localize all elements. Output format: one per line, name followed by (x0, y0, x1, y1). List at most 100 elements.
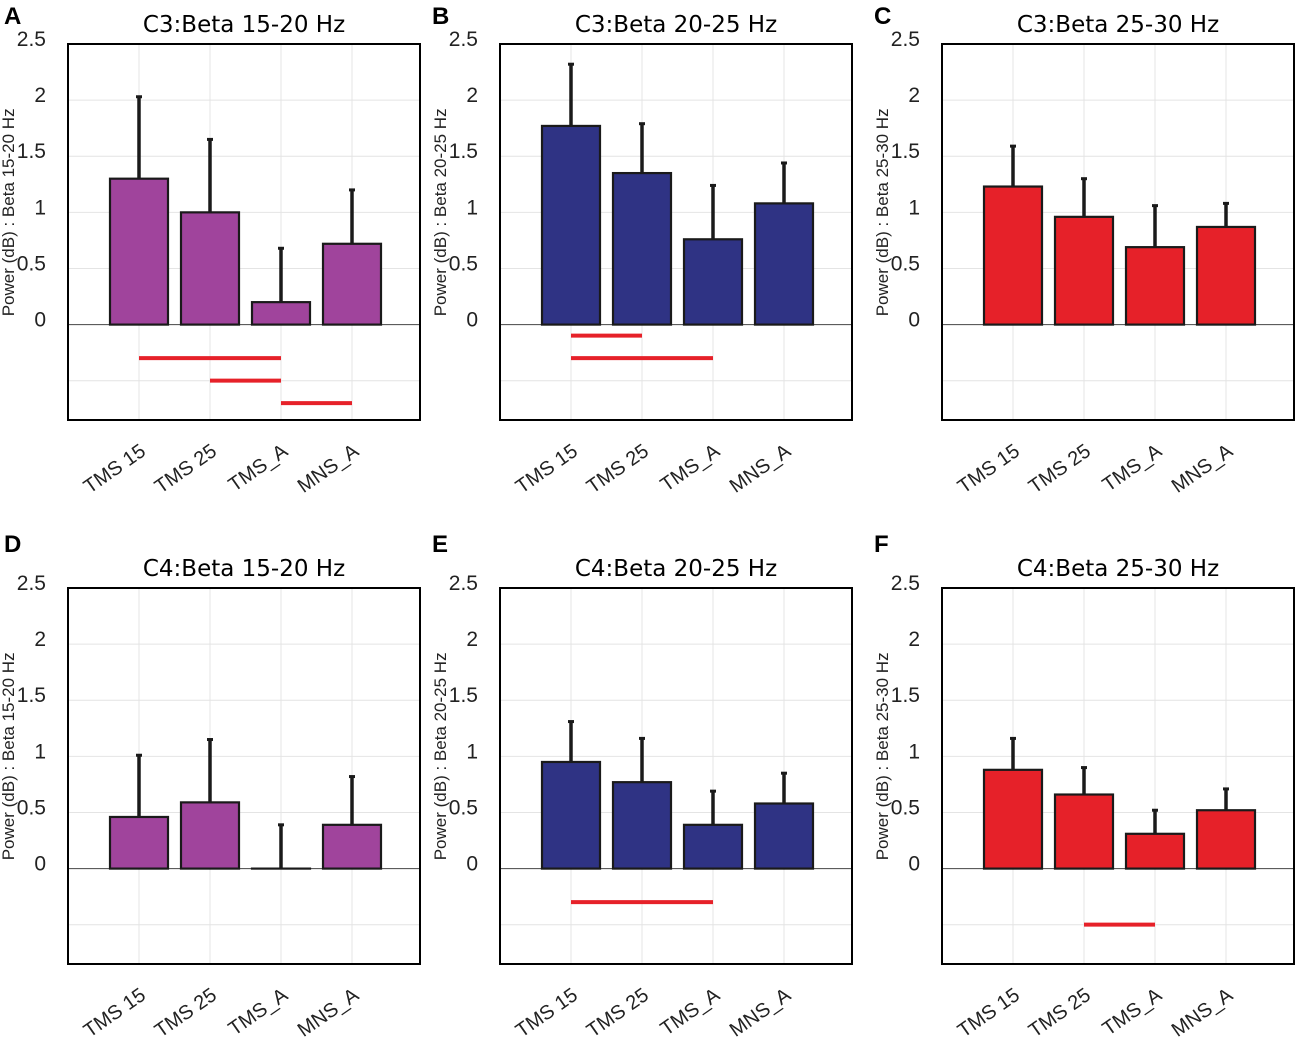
bar-tms-15 (982, 768, 1044, 870)
bar-tms-15 (540, 760, 602, 870)
chart-title: C4:Beta 25-30 Hz (1017, 556, 1219, 582)
bar-mns-a (753, 802, 815, 870)
panel-d: D C4:Beta 15-20 Hz 0 0.5 1 1.5 2 2.5 Power (dB) … (0, 531, 421, 1042)
x-tick-label: TMS_A (657, 984, 725, 1041)
x-tick-label: TMS 25 (151, 440, 221, 498)
y-tick-label: 2 (466, 84, 478, 107)
y-tick-label: 1.5 (891, 684, 920, 707)
panel-c: C C3:Beta 25-30 Hz 0 0.5 1 1.5 2 2.5 Power (dB) … (873, 3, 1295, 498)
panel-letter: D (4, 531, 21, 558)
axes-frame (67, 43, 421, 421)
y-axis-label: Power (dB) : Beta 20-25 Hz (431, 652, 450, 860)
y-tick-label: 0.5 (17, 252, 46, 275)
bar-tms-a (682, 823, 744, 870)
x-tick-label: TMS 25 (583, 440, 653, 498)
y-tick-label: 0.5 (449, 252, 478, 275)
y-tick-label: 1 (466, 740, 478, 763)
x-tick-label: MNS_A (1168, 440, 1238, 498)
y-tick-label: 2 (908, 84, 920, 107)
y-tick-label: 2.5 (449, 572, 478, 595)
y-tick-label: 1.5 (449, 140, 478, 163)
bar-tms-15 (108, 815, 170, 870)
bar-tms-25 (179, 801, 241, 870)
bar-tms-15 (108, 177, 170, 326)
y-tick-label: 1.5 (891, 140, 920, 163)
chart-title: C3:Beta 15-20 Hz (143, 12, 345, 38)
y-tick-label: 0 (34, 853, 46, 876)
panel-letter: C (874, 3, 891, 30)
y-tick-label: 2 (466, 628, 478, 651)
axes-frame (499, 43, 853, 421)
y-tick-label: 2.5 (17, 572, 46, 595)
y-tick-label: 1.5 (17, 684, 46, 707)
x-tick-label: TMS 15 (80, 984, 150, 1042)
bar-mns-a (1195, 809, 1257, 870)
x-tick-label: TMS_A (225, 984, 293, 1041)
chart-title: C3:Beta 25-30 Hz (1017, 12, 1219, 38)
bar-tms-25 (1053, 215, 1115, 326)
bar-tms-15 (982, 185, 1044, 326)
y-tick-label: 1.5 (449, 684, 478, 707)
bar-tms-25 (611, 781, 673, 870)
x-tick-label: MNS_A (294, 440, 364, 498)
y-tick-label: 0 (466, 309, 478, 332)
y-tick-label: 2.5 (891, 572, 920, 595)
y-tick-label: 0 (908, 853, 920, 876)
y-tick-label: 1 (34, 740, 46, 763)
x-tick-label: TMS 15 (80, 440, 150, 498)
y-tick-label: 2.5 (449, 28, 478, 51)
bar-tms-25 (611, 171, 673, 326)
y-tick-label: 2.5 (17, 28, 46, 51)
panel-letter: E (432, 531, 448, 558)
x-tick-label: TMS 15 (512, 440, 582, 498)
bar-tms-a (1124, 832, 1186, 870)
bar-tms-25 (1053, 793, 1115, 870)
y-tick-label: 0 (908, 309, 920, 332)
x-tick-label: TMS_A (657, 440, 725, 497)
x-tick-label: TMS 15 (954, 984, 1024, 1042)
y-axis-label: Power (dB) : Beta 15-20 Hz (0, 108, 18, 316)
y-axis-label: Power (dB) : Beta 25-30 Hz (873, 108, 892, 316)
x-tick-label: MNS_A (726, 984, 796, 1042)
x-tick-label: TMS_A (1099, 440, 1167, 497)
x-tick-label: TMS 25 (583, 984, 653, 1042)
x-tick-label: TMS 25 (1025, 440, 1095, 498)
bar-mns-a (321, 823, 383, 870)
y-tick-label: 1 (466, 196, 478, 219)
bar-mns-a (753, 202, 815, 326)
panel-a: A C3:Beta 15-20 Hz 0 0.5 1 1.5 2 2.5 Power (dB) … (0, 3, 421, 498)
bar-mns-a (1195, 225, 1257, 326)
bar-tms-a (250, 301, 312, 326)
x-tick-label: TMS_A (225, 440, 293, 497)
axes-frame (941, 43, 1295, 421)
x-tick-label: TMS 15 (954, 440, 1024, 498)
y-tick-label: 0.5 (891, 252, 920, 275)
panel-letter: B (432, 3, 449, 30)
x-tick-label: TMS_A (1099, 984, 1167, 1041)
axes-frame (941, 587, 1295, 965)
panel-letter: A (4, 3, 21, 30)
y-tick-label: 0.5 (17, 796, 46, 819)
y-axis-label: Power (dB) : Beta 15-20 Hz (0, 652, 18, 860)
x-tick-label: TMS 25 (1025, 984, 1095, 1042)
panel-f: F C4:Beta 25-30 Hz 0 0.5 1 1.5 2 2.5 Power (dB) … (873, 531, 1295, 1042)
y-tick-label: 1 (34, 196, 46, 219)
bar-mns-a (321, 242, 383, 326)
y-tick-label: 1 (908, 740, 920, 763)
panel-letter: F (874, 531, 889, 558)
bar-tms-a (1124, 246, 1186, 326)
bar-tms-a (682, 238, 744, 326)
y-tick-label: 2 (34, 84, 46, 107)
y-tick-label: 0.5 (891, 796, 920, 819)
y-tick-label: 0 (466, 853, 478, 876)
bar-tms-25 (179, 211, 241, 326)
panel-b: B C3:Beta 20-25 Hz 0 0.5 1 1.5 2 2.5 Power (dB) … (431, 3, 853, 498)
x-tick-label: MNS_A (1168, 984, 1238, 1042)
chart-title: C4:Beta 15-20 Hz (143, 556, 345, 582)
y-tick-label: 2 (34, 628, 46, 651)
bar-tms-15 (540, 124, 602, 326)
y-tick-label: 2 (908, 628, 920, 651)
y-tick-label: 0.5 (449, 796, 478, 819)
y-axis-label: Power (dB) : Beta 25-30 Hz (873, 652, 892, 860)
